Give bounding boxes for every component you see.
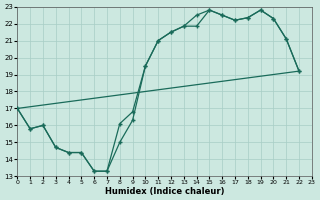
X-axis label: Humidex (Indice chaleur): Humidex (Indice chaleur) — [105, 187, 224, 196]
